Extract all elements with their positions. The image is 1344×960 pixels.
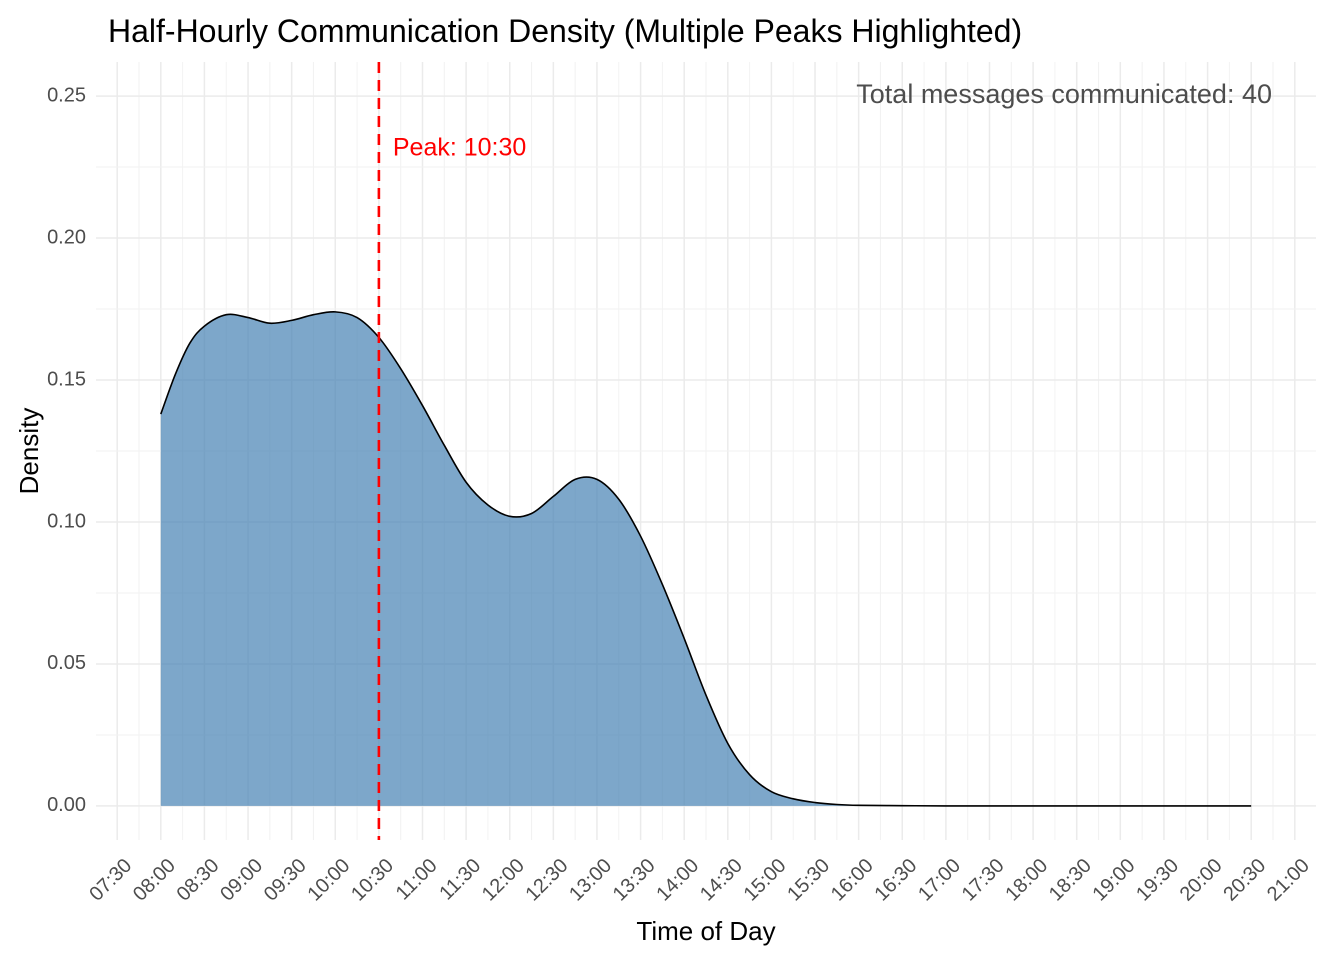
x-tick-label: 13:00 — [565, 855, 616, 906]
x-tick-label: 14:30 — [696, 855, 747, 906]
density-area — [160, 311, 1252, 806]
x-tick-label: 15:30 — [783, 855, 834, 906]
x-tick-label: 09:30 — [260, 855, 311, 906]
peak-label: Peak: 10:30 — [393, 134, 526, 162]
x-axis-title: Time of Day — [636, 916, 775, 946]
x-tick-label: 08:30 — [173, 855, 224, 906]
x-tick-label: 16:00 — [827, 855, 878, 906]
x-tick-label: 19:00 — [1089, 855, 1140, 906]
x-tick-label: 21:00 — [1263, 855, 1314, 906]
x-tick-label: 14:00 — [652, 855, 703, 906]
y-tick-label: 0.10 — [47, 510, 86, 532]
x-tick-label: 11:30 — [435, 855, 485, 905]
x-tick-label: 10:00 — [303, 855, 354, 906]
y-axis-title: Density — [14, 408, 44, 495]
x-tick-label: 17:00 — [914, 855, 965, 906]
x-tick-label: 10:30 — [347, 855, 398, 906]
density-outline — [160, 310, 1252, 807]
x-tick-label: 07:30 — [85, 855, 136, 906]
density-area-group — [160, 310, 1252, 807]
x-tick-label: 16:30 — [870, 855, 921, 906]
x-tick-label: 17:30 — [958, 855, 1009, 906]
total-messages-label: Total messages communicated: 40 — [856, 79, 1272, 109]
y-tick-labels: 0.00 0.05 0.10 0.15 0.20 0.25 — [47, 84, 86, 816]
x-tick-label: 11:00 — [392, 855, 442, 905]
y-tick-label: 0.15 — [47, 368, 86, 390]
x-tick-label: 15:00 — [740, 855, 791, 906]
x-tick-label: 18:30 — [1045, 855, 1096, 906]
chart-title: Half-Hourly Communication Density (Multi… — [108, 13, 1022, 49]
x-tick-label: 20:30 — [1219, 855, 1270, 906]
x-tick-label: 18:00 — [1001, 855, 1052, 906]
y-tick-label: 0.05 — [47, 652, 86, 674]
y-tick-label: 0.20 — [47, 226, 86, 248]
x-tick-label: 08:00 — [129, 855, 180, 906]
y-tick-label: 0.25 — [47, 84, 86, 106]
x-tick-label: 19:30 — [1132, 855, 1183, 906]
x-tick-label: 12:30 — [522, 855, 573, 906]
x-tick-label: 13:30 — [609, 855, 660, 906]
x-tick-label: 12:00 — [478, 855, 529, 906]
y-tick-label: 0.00 — [47, 794, 86, 816]
x-tick-labels: 07:3008:0008:3009:0009:3010:0010:3011:00… — [85, 855, 1314, 906]
x-tick-label: 20:00 — [1176, 855, 1227, 906]
x-tick-label: 09:00 — [216, 855, 267, 906]
